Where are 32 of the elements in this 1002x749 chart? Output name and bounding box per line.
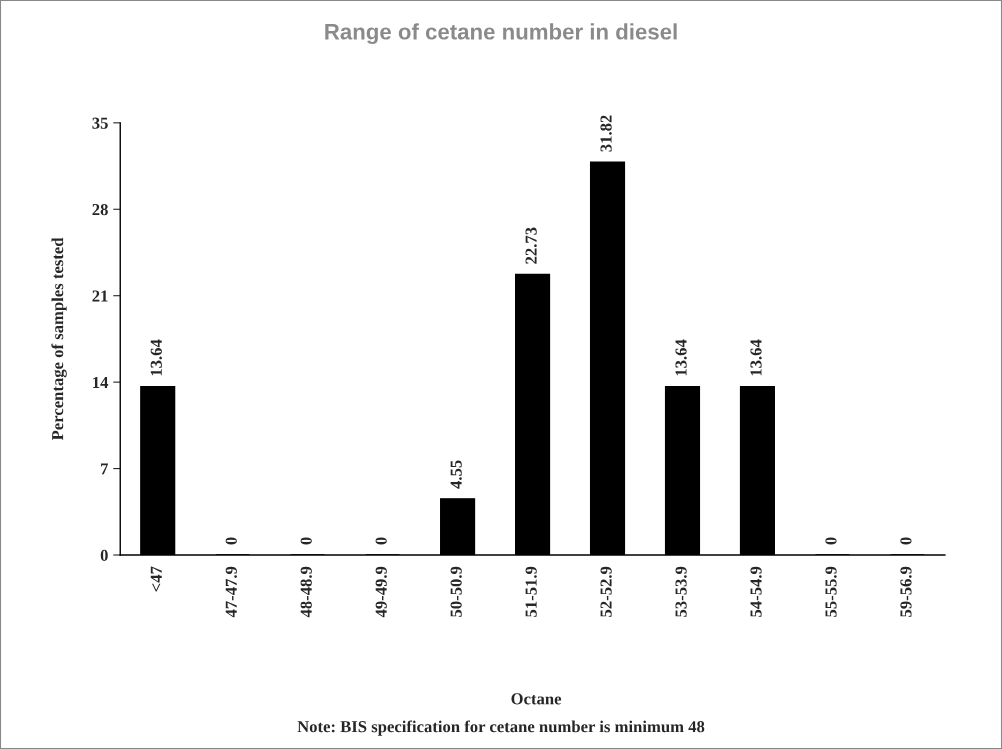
data-label: 31.82 xyxy=(600,115,612,152)
data-label: 0 xyxy=(225,537,237,545)
x-tick-label: 59-56.9 xyxy=(900,566,912,617)
x-tick-label: 55-55.9 xyxy=(825,566,837,617)
x-tick-label: 51-51.9 xyxy=(525,566,537,617)
data-label: 0 xyxy=(825,537,837,545)
y-tick-label: 21 xyxy=(92,290,108,302)
data-label: 0 xyxy=(900,537,912,545)
y-tick-label: 14 xyxy=(93,376,109,388)
y-tick-label: 35 xyxy=(92,117,108,129)
y-tick-label: 0 xyxy=(100,549,108,561)
x-tick-label: 47-47.9 xyxy=(225,566,237,618)
x-tick-label: 48-48.9 xyxy=(300,566,312,618)
data-label: 22.73 xyxy=(525,227,537,264)
x-tick-label: 52-52.9 xyxy=(600,566,612,617)
x-tick-label: <47 xyxy=(150,566,162,592)
y-tick-label: 28 xyxy=(92,203,108,216)
data-label: 13.64 xyxy=(750,339,762,376)
data-label: 0 xyxy=(375,537,387,545)
x-tick-label: 49-49.9 xyxy=(375,566,387,618)
x-axis-title: Octane xyxy=(511,693,562,705)
x-tick-label: 53-53.9 xyxy=(675,566,687,617)
data-label: 13.64 xyxy=(675,339,687,376)
y-tick-label: 7 xyxy=(101,463,109,475)
data-label: 0 xyxy=(300,537,312,545)
data-label: 13.64 xyxy=(150,339,162,376)
text: Note: BIS specification for cetane number is minimum 48 xyxy=(297,720,705,736)
chart-title: Range of cetane number in diesel xyxy=(325,23,677,45)
x-tick-label: 54-54.9 xyxy=(750,566,762,617)
y-axis-title: Percentage of samples tested xyxy=(51,237,67,441)
data-label: 4.55 xyxy=(450,460,462,489)
x-tick-label: 50-50.9 xyxy=(450,566,462,617)
